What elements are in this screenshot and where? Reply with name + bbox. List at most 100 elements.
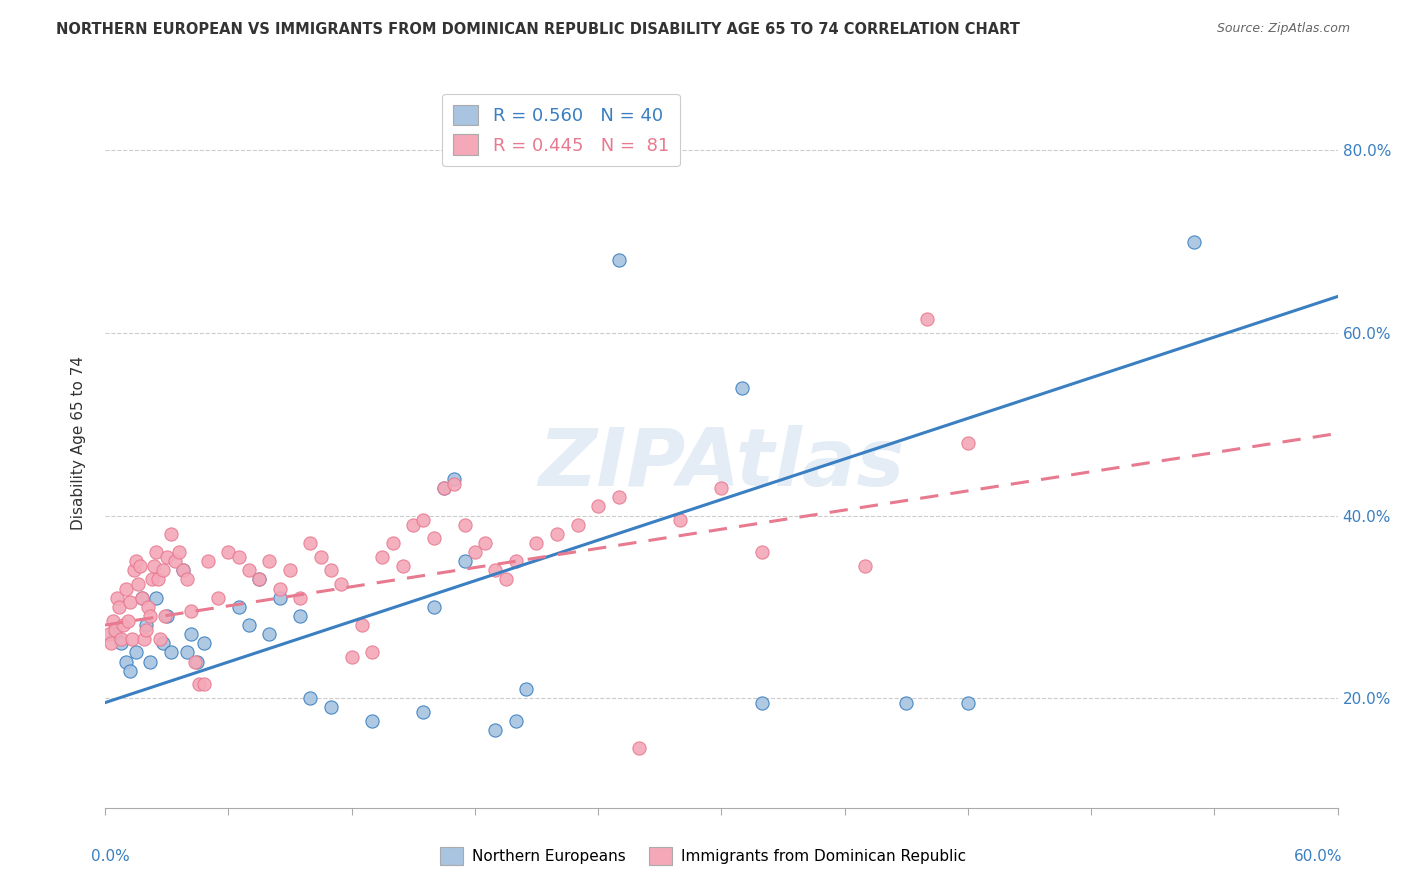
Point <box>108 599 131 614</box>
Point <box>132 632 155 646</box>
Point <box>149 632 172 646</box>
Point <box>118 595 141 609</box>
Y-axis label: Disability Age 65 to 74: Disability Age 65 to 74 <box>72 356 86 530</box>
Point <box>484 723 506 737</box>
Text: 60.0%: 60.0% <box>1295 849 1343 864</box>
Point <box>259 554 281 568</box>
Point <box>412 513 434 527</box>
Point <box>956 696 979 710</box>
Point <box>546 526 568 541</box>
Point <box>309 549 332 564</box>
Point <box>392 558 415 573</box>
Point <box>135 623 157 637</box>
Point <box>731 381 754 395</box>
Point <box>238 563 260 577</box>
Point <box>412 705 434 719</box>
Point <box>751 545 773 559</box>
Point <box>156 549 179 564</box>
Point <box>139 655 162 669</box>
Point <box>172 563 194 577</box>
Point <box>288 609 311 624</box>
Point <box>361 645 384 659</box>
Point <box>172 563 194 577</box>
Point <box>956 435 979 450</box>
Point <box>433 481 456 495</box>
Point <box>371 549 394 564</box>
Point <box>110 636 132 650</box>
Point <box>484 563 506 577</box>
Point <box>288 591 311 605</box>
Point <box>607 491 630 505</box>
Point <box>443 472 465 486</box>
Point <box>105 591 128 605</box>
Point <box>247 573 270 587</box>
Point <box>127 577 149 591</box>
Point <box>751 696 773 710</box>
Point <box>148 573 170 587</box>
Legend: R = 0.560   N = 40, R = 0.445   N =  81: R = 0.560 N = 40, R = 0.445 N = 81 <box>443 94 681 166</box>
Point <box>422 599 444 614</box>
Point <box>269 591 291 605</box>
Point <box>180 627 202 641</box>
Point <box>176 573 198 587</box>
Point <box>381 536 404 550</box>
Point <box>228 599 250 614</box>
Point <box>710 481 733 495</box>
Point <box>145 545 167 559</box>
Point <box>217 545 239 559</box>
Legend: Northern Europeans, Immigrants from Dominican Republic: Northern Europeans, Immigrants from Domi… <box>434 841 972 871</box>
Point <box>114 655 136 669</box>
Point <box>433 481 456 495</box>
Point <box>139 609 162 624</box>
Point <box>607 252 630 267</box>
Point <box>586 500 609 514</box>
Point <box>176 645 198 659</box>
Point <box>152 563 174 577</box>
Point <box>505 554 527 568</box>
Point <box>269 582 291 596</box>
Point <box>278 563 301 577</box>
Point <box>628 741 651 756</box>
Point <box>526 536 548 550</box>
Point <box>330 577 353 591</box>
Point <box>319 563 342 577</box>
Point <box>131 591 153 605</box>
Point <box>853 558 876 573</box>
Point <box>915 312 938 326</box>
Point <box>112 618 135 632</box>
Point <box>136 599 159 614</box>
Point <box>159 645 181 659</box>
Point <box>135 618 157 632</box>
Point <box>669 513 692 527</box>
Point <box>131 591 153 605</box>
Point <box>1182 235 1205 249</box>
Point <box>505 714 527 728</box>
Point <box>259 627 281 641</box>
Point <box>495 573 517 587</box>
Point <box>121 632 143 646</box>
Point <box>402 517 425 532</box>
Point <box>98 627 121 641</box>
Point <box>100 636 122 650</box>
Point <box>156 609 179 624</box>
Point <box>141 573 163 587</box>
Point <box>186 655 208 669</box>
Point <box>153 609 176 624</box>
Point <box>193 677 215 691</box>
Point <box>443 476 465 491</box>
Point <box>118 664 141 678</box>
Point <box>197 554 219 568</box>
Point <box>228 549 250 564</box>
Point <box>180 604 202 618</box>
Point <box>464 545 486 559</box>
Point <box>299 691 322 706</box>
Point <box>350 618 373 632</box>
Point <box>474 536 496 550</box>
Point <box>207 591 229 605</box>
Point <box>567 517 589 532</box>
Point <box>453 517 475 532</box>
Point <box>422 532 444 546</box>
Point <box>110 632 132 646</box>
Point <box>122 563 145 577</box>
Point <box>125 554 148 568</box>
